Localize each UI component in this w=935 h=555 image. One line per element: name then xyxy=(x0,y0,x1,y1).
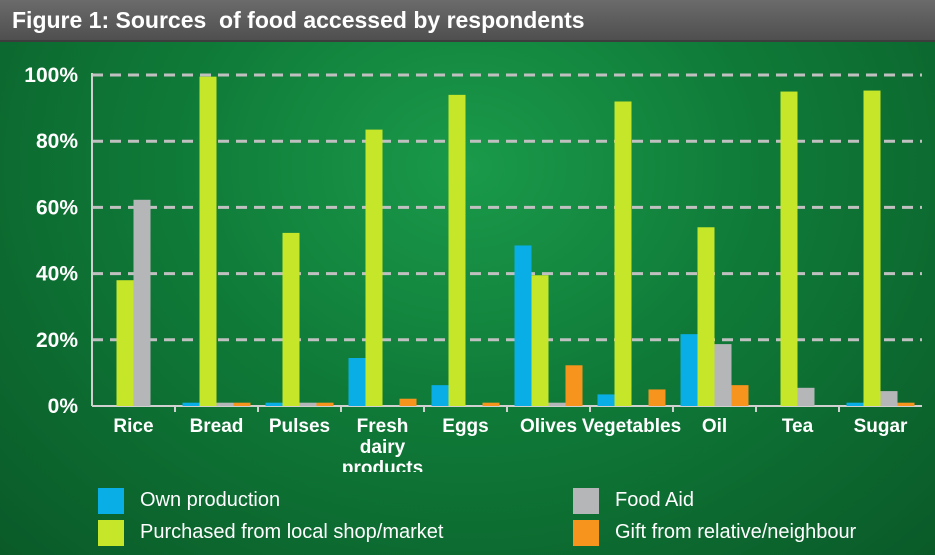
x-tick-label-line: Vegetables xyxy=(582,416,681,437)
legend-label-own-production: Own production xyxy=(140,489,281,511)
bar-gift-from-relative-neighbour-oil xyxy=(731,385,749,406)
bar-gift-from-relative-neighbour-sugar xyxy=(897,402,915,406)
x-tick-label-line: Pulses xyxy=(269,416,330,437)
bar-gift-from-relative-neighbour-eggs xyxy=(482,402,500,406)
bar-purchased-from-local-shop-market-eggs xyxy=(448,94,466,407)
x-tick-label-line: Tea xyxy=(782,416,814,437)
legend-swatch-purchased xyxy=(98,520,124,546)
x-tick-label: Tea xyxy=(782,416,814,437)
legend-swatch-food-aid xyxy=(573,488,599,514)
x-tick-label: Eggs xyxy=(442,416,488,437)
y-tick-label: 100% xyxy=(24,64,78,87)
x-tick-label-line: Rice xyxy=(113,416,153,437)
x-tick-label: Oil xyxy=(702,416,727,437)
bar-own-production-vegetables xyxy=(597,394,615,406)
bar-own-production-fresh-dairy-products xyxy=(348,358,366,406)
x-tick-label: Bread xyxy=(190,416,244,437)
bar-purchased-from-local-shop-market-fresh-dairy-products xyxy=(365,129,383,406)
bar-food-aid-olives xyxy=(548,402,566,406)
y-tick-label: 20% xyxy=(36,329,78,352)
y-tick-label: 60% xyxy=(36,196,78,219)
y-tick-label: 0% xyxy=(48,395,79,418)
bar-own-production-eggs xyxy=(431,385,449,406)
x-tick-label: Pulses xyxy=(269,416,330,437)
bar-purchased-from-local-shop-market-olives xyxy=(531,275,549,406)
x-tick-label: Fresh dairy products xyxy=(342,416,423,472)
bar-own-production-sugar xyxy=(846,402,864,406)
bar-purchased-from-local-shop-market-oil xyxy=(697,227,715,406)
bar-food-aid-oil xyxy=(714,344,732,406)
y-tick-label: 80% xyxy=(36,130,78,153)
x-tick-label-line: Eggs xyxy=(442,416,488,437)
bar-gift-from-relative-neighbour-bread xyxy=(233,402,251,406)
bar-food-aid-pulses xyxy=(299,402,317,406)
bar-purchased-from-local-shop-market-bread xyxy=(199,76,217,406)
bar-chart: 0% 20% 40% 60% 80% 100% Rice Bread Pulses Fresh da… xyxy=(24,64,922,472)
bar-purchased-from-local-shop-market-sugar xyxy=(863,90,881,406)
legend-label-food-aid: Food Aid xyxy=(615,489,694,511)
bar-own-production-olives xyxy=(514,245,532,406)
legend-swatch-gift xyxy=(573,520,599,546)
bar-own-production-bread xyxy=(182,402,200,406)
bar-own-production-pulses xyxy=(265,402,283,406)
bar-gift-from-relative-neighbour-pulses xyxy=(316,402,334,406)
x-tick-label-line: Olives xyxy=(520,416,577,437)
x-tick-label-line: Sugar xyxy=(854,416,908,437)
x-tick-label: Olives xyxy=(520,416,577,437)
x-tick-label-line: products xyxy=(342,458,423,472)
legend-swatch-own-production xyxy=(98,488,124,514)
figure-title: Figure 1: Sources of food accessed by re… xyxy=(12,7,585,33)
bar-food-aid-bread xyxy=(216,402,234,406)
bar-purchased-from-local-shop-market-pulses xyxy=(282,232,300,406)
figure-title-bar: Figure 1: Sources of food accessed by re… xyxy=(0,0,935,42)
bar-own-production-oil xyxy=(680,334,698,406)
bar-food-aid-tea xyxy=(797,387,815,406)
x-tick-label: Rice xyxy=(113,416,153,437)
bar-gift-from-relative-neighbour-vegetables xyxy=(648,389,666,406)
bar-food-aid-rice xyxy=(133,199,151,406)
x-tick-label: Sugar xyxy=(854,416,908,437)
bar-purchased-from-local-shop-market-tea xyxy=(780,91,798,407)
legend-label-purchased: Purchased from local shop/market xyxy=(140,521,444,543)
x-tick-label-line: Bread xyxy=(190,416,244,437)
legend-label-gift: Gift from relative/neighbour xyxy=(615,521,857,543)
x-tick-label-line: dairy xyxy=(360,437,406,458)
bar-purchased-from-local-shop-market-vegetables xyxy=(614,101,632,407)
x-tick-label-line: Oil xyxy=(702,416,727,437)
bar-gift-from-relative-neighbour-fresh-dairy-products xyxy=(399,398,417,406)
x-tick-label: Vegetables xyxy=(582,416,681,437)
bar-purchased-from-local-shop-market-rice xyxy=(116,280,134,406)
bar-gift-from-relative-neighbour-olives xyxy=(565,365,583,406)
x-tick-label-line: Fresh xyxy=(357,416,409,437)
y-tick-label: 40% xyxy=(36,263,78,286)
bar-food-aid-sugar xyxy=(880,391,898,406)
